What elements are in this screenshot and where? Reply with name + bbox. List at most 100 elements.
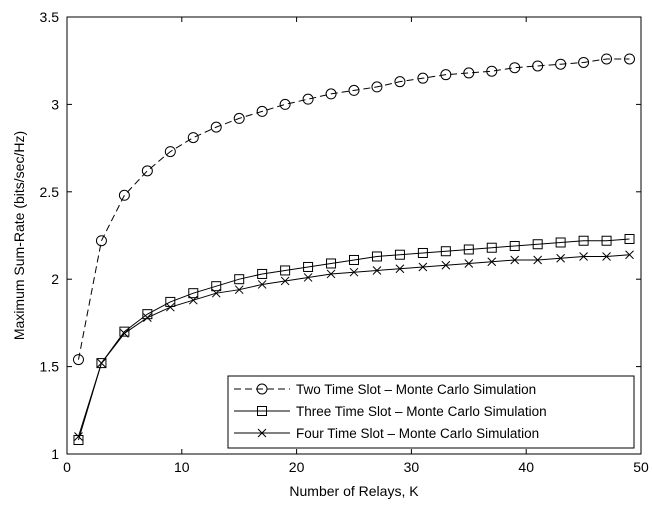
series-layer: [72, 53, 636, 446]
legend-label: Three Time Slot – Monte Carlo Simulation: [296, 404, 547, 419]
data-point-square: [96, 358, 107, 369]
legend: Two Time Slot – Monte Carlo Simulation Th…: [227, 375, 635, 449]
data-point-x: [510, 255, 520, 265]
series-3: [74, 250, 634, 441]
data-point-circle: [440, 69, 452, 81]
y-tick-label: 2: [51, 271, 59, 287]
data-point-square: [394, 249, 405, 260]
data-point-circle: [624, 53, 636, 65]
data-point-x: [395, 264, 405, 274]
data-point-circle: [72, 354, 84, 366]
data-point-circle: [164, 146, 176, 158]
data-point-circle: [417, 72, 429, 84]
data-point-x: [120, 329, 129, 338]
x-tick-label: 40: [518, 459, 534, 475]
y-axis-label: Maximum Sum-Rate (bits/sec/Hz): [11, 131, 27, 340]
legend-marker-x: [257, 428, 267, 438]
data-point-x: [441, 260, 451, 270]
data-point-x: [625, 250, 634, 260]
x-tick-label: 10: [174, 459, 190, 475]
legend-label: Four Time Slot – Monte Carlo Simulation: [296, 426, 539, 441]
data-point-x: [303, 273, 313, 282]
data-point-x: [326, 269, 336, 279]
data-point-x: [533, 255, 543, 265]
legend-marker-square: [257, 406, 267, 416]
data-point-circle: [118, 189, 130, 201]
data-point-x: [143, 313, 152, 323]
data-point-square: [463, 244, 474, 255]
data-point-square: [555, 237, 566, 248]
data-point-circle: [95, 235, 107, 247]
data-point-x: [464, 259, 474, 268]
legend-label: Two Time Slot – Monte Carlo Simulation: [296, 382, 536, 397]
axis-ticks: 0 10 20 30 40 50 1 1.5 2 2.5 3 3.5: [40, 9, 649, 475]
data-point-circle: [394, 76, 406, 88]
data-point-x: [165, 302, 175, 312]
data-point-circle: [302, 93, 314, 105]
data-point-square: [417, 247, 428, 258]
data-point-square: [211, 281, 222, 292]
data-point-square: [326, 258, 337, 269]
data-point-x: [280, 276, 290, 286]
data-point-square: [349, 254, 359, 265]
data-point-x: [234, 285, 244, 295]
data-point-square: [509, 240, 520, 251]
y-tick-label: 2.5: [40, 184, 60, 200]
data-point-circle: [210, 121, 222, 133]
y-tick-label: 3: [51, 96, 59, 112]
y-tick-label: 3.5: [40, 9, 60, 25]
y-tick-label: 1: [51, 446, 59, 462]
data-point-circle: [509, 62, 521, 74]
series-line: [78, 238, 630, 441]
data-point-x: [418, 262, 428, 272]
data-point-square: [440, 246, 451, 257]
data-point-circle: [578, 56, 590, 68]
data-point-x: [188, 295, 198, 305]
data-point-x: [74, 432, 83, 441]
legend-box: [227, 375, 635, 449]
data-point-circle: [348, 84, 360, 96]
data-point-x: [556, 253, 565, 263]
data-point-circle: [233, 112, 245, 124]
data-point-circle: [187, 132, 199, 144]
data-point-square: [371, 251, 382, 262]
data-point-x: [211, 288, 221, 298]
data-point-square: [234, 274, 245, 285]
series-2: [73, 233, 635, 446]
data-point-circle: [279, 98, 291, 110]
data-point-square: [532, 239, 543, 250]
data-point-x: [349, 267, 359, 277]
data-point-x: [372, 266, 382, 275]
data-point-circle: [486, 65, 498, 77]
data-point-circle: [371, 81, 383, 93]
x-axis-label: Number of Relays, K: [289, 483, 419, 499]
x-tick-label: 50: [633, 459, 649, 475]
x-tick-label: 20: [289, 459, 305, 475]
data-point-circle: [325, 88, 337, 100]
y-tick-label: 1.5: [40, 359, 60, 375]
data-point-circle: [532, 60, 544, 72]
x-tick-label: 30: [404, 459, 420, 475]
data-point-square: [624, 233, 635, 244]
data-point-square: [188, 288, 199, 299]
data-point-circle: [141, 165, 153, 177]
data-point-x: [487, 257, 497, 267]
data-point-square: [486, 242, 497, 253]
data-point-square: [119, 326, 130, 337]
data-point-x: [97, 358, 106, 368]
data-point-square: [257, 268, 268, 279]
series-line: [77, 58, 630, 360]
data-point-square: [303, 261, 314, 272]
series-1: [72, 53, 636, 366]
data-point-square: [142, 309, 153, 320]
data-point-square: [578, 235, 589, 246]
data-point-circle: [256, 105, 268, 117]
data-point-circle: [463, 67, 475, 79]
data-point-x: [602, 252, 611, 261]
data-point-circle: [555, 58, 567, 70]
data-point-x: [257, 280, 267, 289]
data-point-circle: [601, 53, 613, 65]
data-point-square: [601, 235, 612, 246]
